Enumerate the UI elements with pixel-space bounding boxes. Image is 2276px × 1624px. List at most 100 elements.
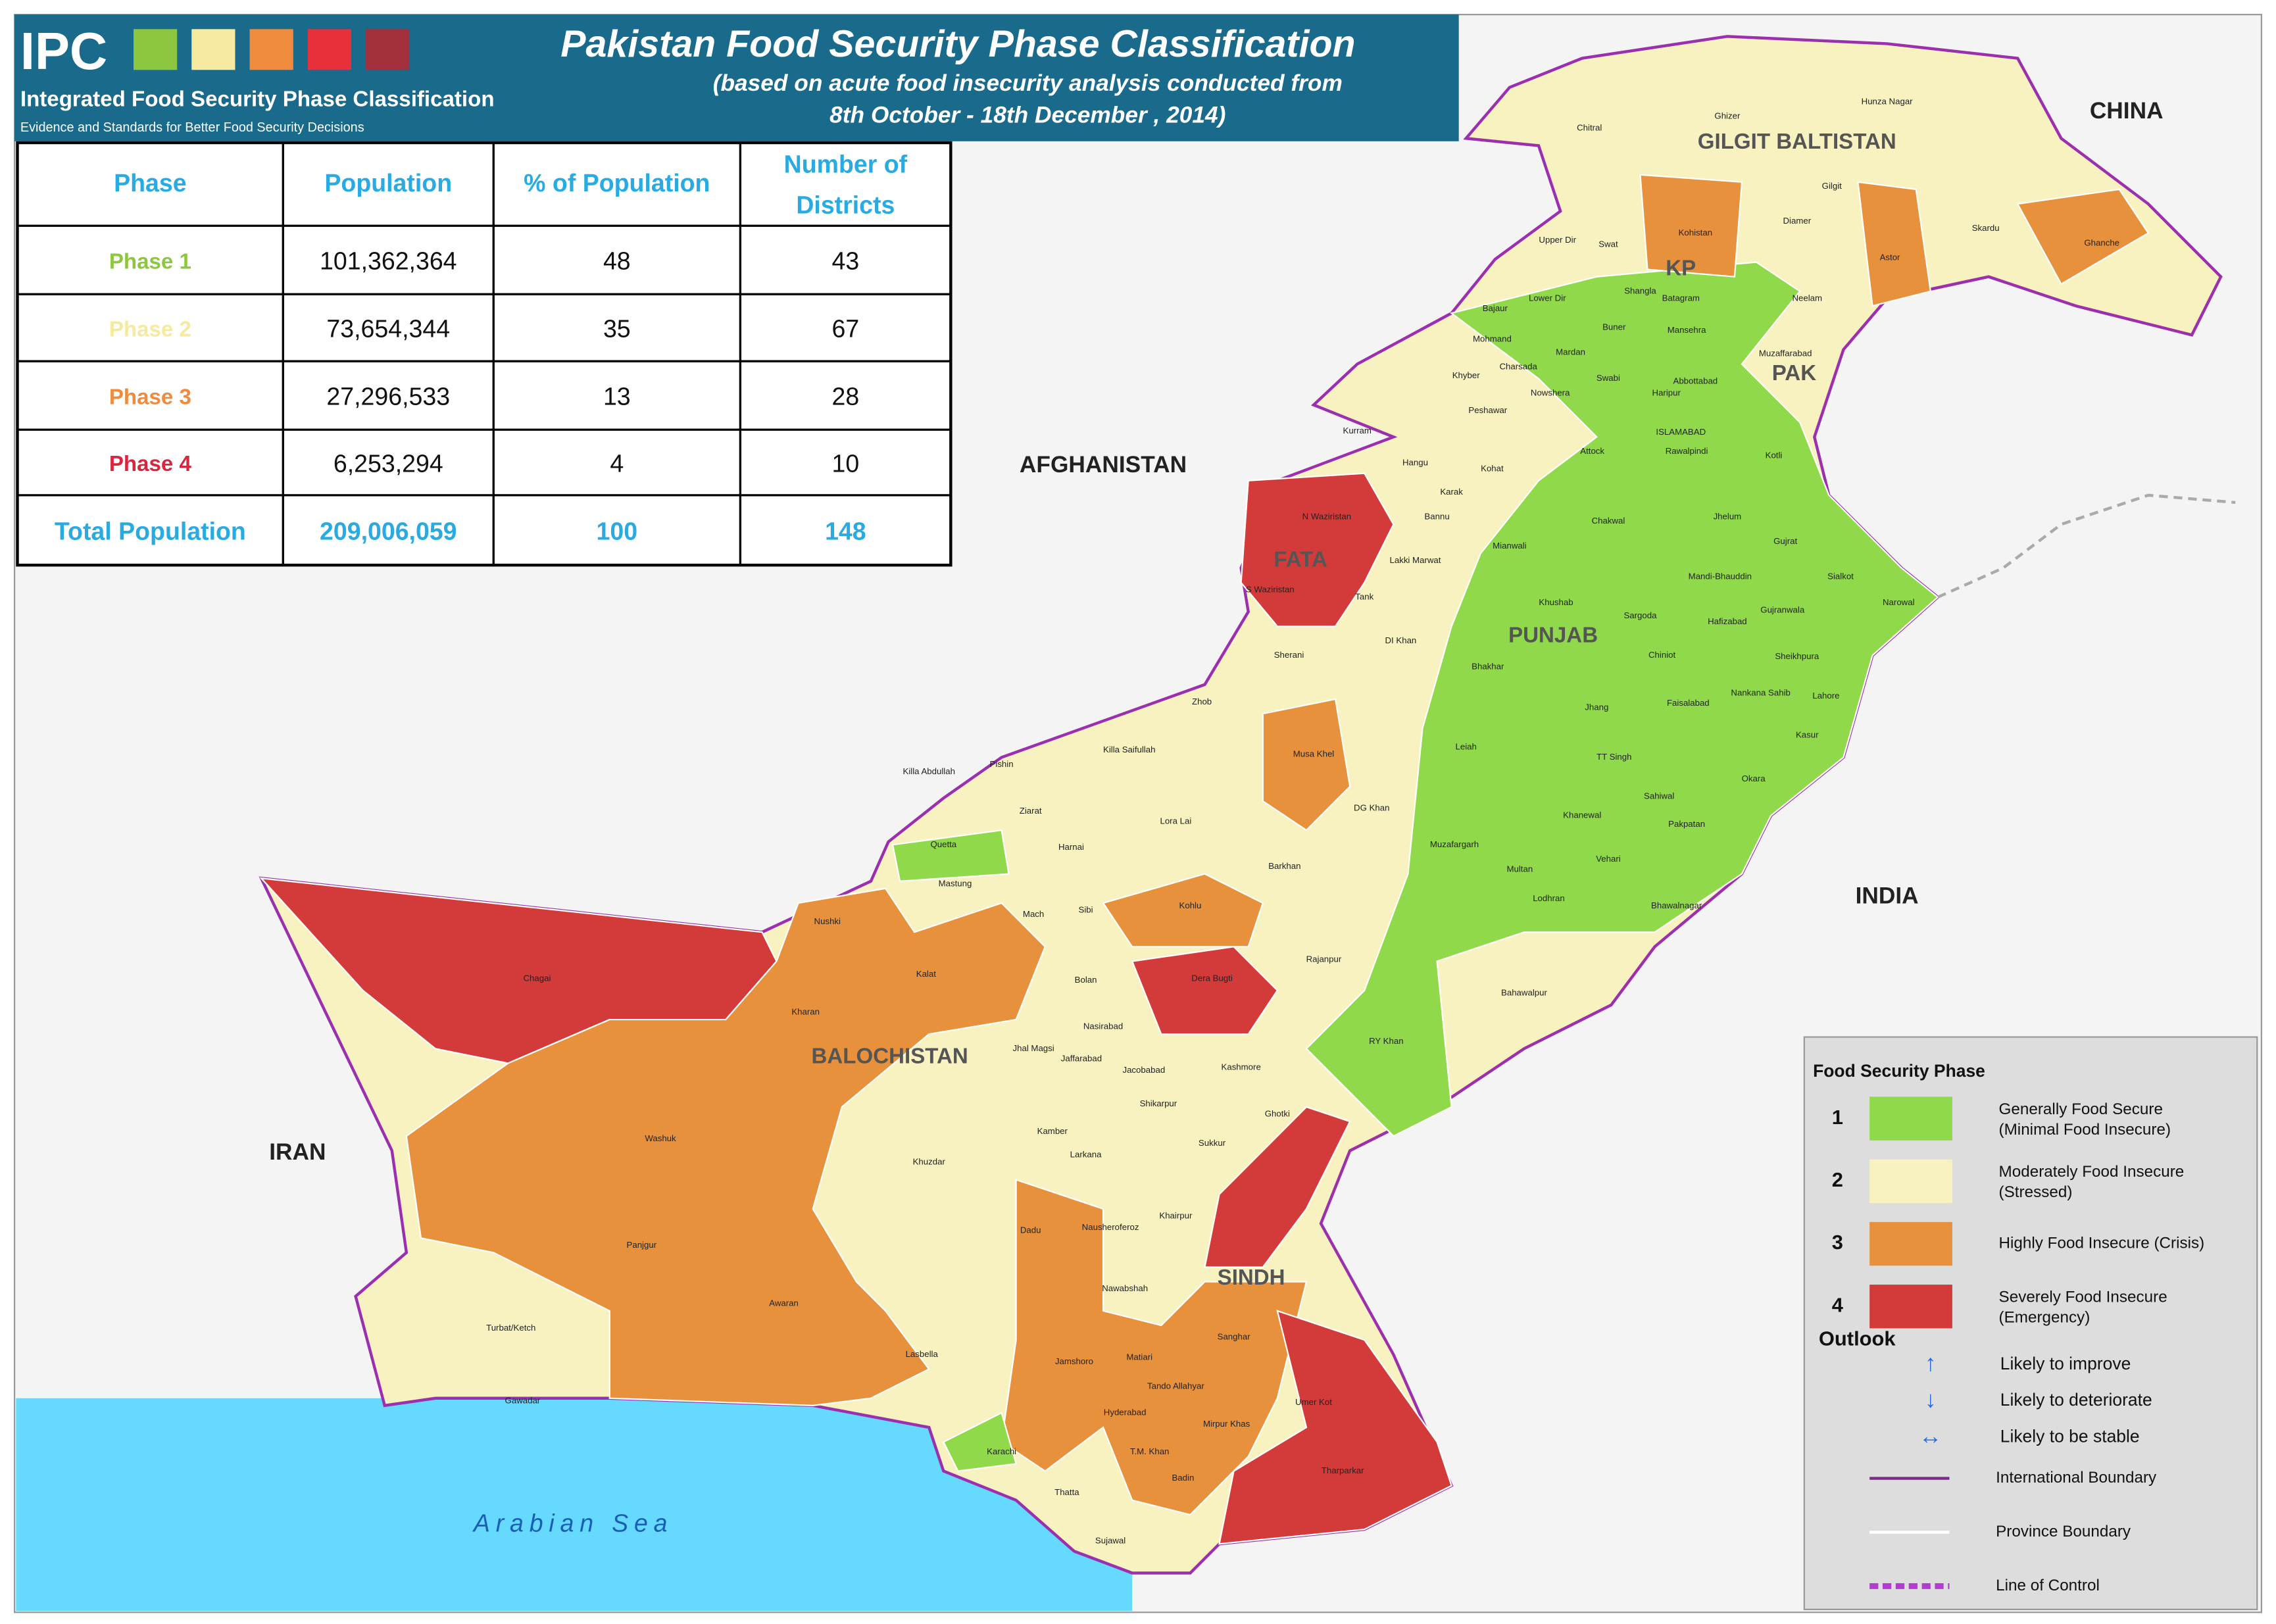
district-label: Kalat [916,969,936,979]
district-label: Bhakhar [1472,662,1504,672]
district-label: Chiniot [1648,650,1675,660]
subtitle: (based on acute food insecurity analysis… [713,70,1343,96]
district-label: Mirpur Khas [1203,1419,1250,1429]
district-label: Pishin [990,759,1014,769]
logo-square [307,29,352,70]
district-label: Sibi [1079,904,1093,914]
district-label: Kasur [1796,730,1819,740]
district-label: Khanewal [1563,810,1601,820]
district-label: Swabi [1596,373,1620,383]
boundary-label: Province Boundary [1996,1523,2131,1540]
column-header: Phase [114,169,186,197]
district-label: Dera Bugti [1191,973,1233,983]
district-label: Muzafargarh [1430,839,1479,849]
district-label: Larkana [1070,1149,1102,1159]
district-label: Hyderabad [1104,1407,1147,1417]
legend-label: Highly Food Insecure (Crisis) [1999,1234,2205,1252]
district-label: Peshawar [1468,405,1507,415]
region-phase-4 [1131,946,1279,1035]
legend-swatch [1869,1221,1952,1266]
tagline: Evidence and Standards for Better Food S… [20,120,364,135]
district-label: Barkhan [1268,861,1300,871]
region-phase-4 [1240,472,1395,627]
district-label: Umer Kot [1295,1397,1332,1407]
legend-number: 1 [1832,1106,1843,1129]
row-header: Total Population [55,517,246,545]
district-label: Sujawal [1095,1535,1126,1545]
district-label: Astor [1880,252,1900,262]
district-label: Rawalpindi [1666,446,1708,456]
row-header: Phase 2 [109,317,191,341]
district-label: Pakpatan [1668,819,1705,829]
district-label: Tharparkar [1322,1465,1364,1475]
district-label: Buner [1602,322,1626,332]
province-label: SINDH [1218,1266,1285,1290]
district-label: Bannu [1424,512,1449,522]
logo-square [249,29,293,70]
district-label: Tank [1355,591,1373,601]
region-phase-1 [891,829,1010,882]
outlook-title: Outlook [1819,1327,1896,1350]
district-label: Khuzdar [913,1157,946,1167]
table-cell: 148 [825,517,866,545]
district-label: N Waziristan [1302,512,1351,522]
district-label: Mohmand [1473,333,1512,343]
district-label: Hangu [1402,458,1428,468]
district-label: Mianwali [1493,541,1527,551]
country-label: AFGHANISTAN [1020,452,1187,478]
district-label: Mansehra [1668,325,1706,335]
legend-swatch [1869,1096,1952,1141]
province-label: PUNJAB [1508,623,1598,647]
region-phase-4 [1218,1310,1452,1545]
district-label: Lora Lai [1160,816,1191,825]
outlook-label: Likely to be stable [2000,1427,2140,1446]
district-label: Gilgit [1822,181,1842,191]
district-label: Sherani [1274,650,1304,660]
district-label: Zhob [1192,697,1212,706]
sea [16,1398,1133,1612]
province-label: GILGIT BALTISTAN [1698,130,1896,154]
district-label: Chitral [1577,122,1602,132]
region-phase-3 [405,887,1047,1406]
region-phase-4 [1204,1106,1351,1268]
legend-label: Severely Food Insecure [1999,1288,2167,1306]
district-label: Jacobabad [1122,1065,1165,1075]
region-phase-3 [1001,1179,1308,1516]
district-label: S Waziristan [1246,584,1295,594]
legend-number: 4 [1832,1293,1844,1316]
district-label: RY Khan [1369,1036,1403,1046]
logo: IPC [20,22,107,80]
district-label: Gujranwala [1760,604,1805,614]
district-label: Shangla [1624,285,1656,295]
district-label: Charsada [1499,362,1537,372]
district-label: Batagram [1662,293,1700,303]
district-label: Diamer [1783,216,1811,226]
district-label: Sargoda [1623,610,1657,620]
district-label: Mardan [1556,347,1585,357]
district-label: Shikarpur [1140,1098,1177,1108]
district-label: Hunza Nagar [1862,96,1914,106]
district-label: Killa Saifullah [1103,745,1155,754]
outlook-icon: ↔ [1919,1423,1942,1449]
country-label: CHINA [2090,98,2164,124]
province-label: PAK [1772,361,1816,385]
table-cell: 209,006,059 [320,517,457,545]
table-cell: 101,362,364 [320,247,457,275]
district-label: Badin [1172,1473,1194,1483]
district-label: Khairpur [1159,1210,1193,1220]
legend-label: Generally Food Secure [1999,1100,2163,1118]
boundary-label: International Boundary [1996,1469,2157,1487]
table-cell: 48 [603,247,631,275]
logo-square [366,29,410,70]
district-label: Muzaffarabad [1759,349,1812,358]
district-label: Khushab [1539,597,1573,607]
sea-label: Arabian Sea [472,1509,673,1537]
district-label: Attock [1580,446,1604,456]
district-label: Kashmore [1222,1062,1261,1072]
legend: Food Security Phase 1 Generally Food Secur… [1803,1036,2258,1610]
district-label: DI Khan [1385,635,1416,645]
district-label: Nankana Sahib [1731,688,1790,698]
table-cell: 10 [832,449,860,477]
district-label: Sheikhpura [1775,651,1819,661]
district-label: Nushki [814,916,841,926]
